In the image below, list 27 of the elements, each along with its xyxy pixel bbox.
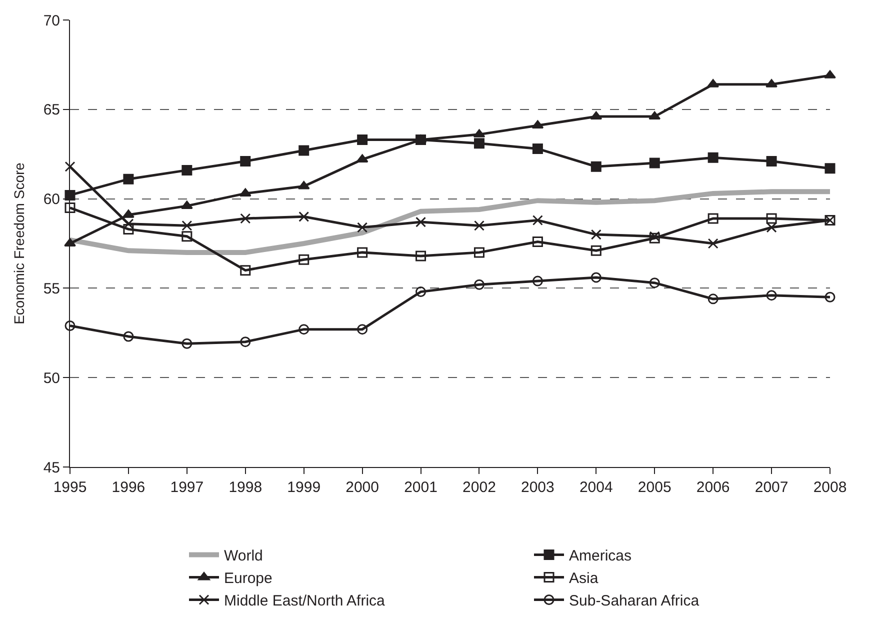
legend-label: Europe [224, 570, 272, 588]
y-tick-label: 50 [43, 370, 60, 387]
x-tick-label: 1999 [287, 479, 321, 496]
x-tick-label: 1995 [53, 479, 87, 496]
x-tick-label: 2005 [638, 479, 672, 496]
x-tick-label: 1996 [112, 479, 146, 496]
x-tick-label: 2001 [404, 479, 438, 496]
x-tick-label: 2008 [813, 479, 847, 496]
x-tick-label: 2006 [696, 479, 730, 496]
y-axis-title: Economic Freedom Score [10, 162, 27, 324]
y-tick-label: 60 [43, 191, 60, 208]
y-tick-label: 70 [43, 12, 60, 30]
y-tick-label: 55 [43, 280, 60, 298]
x-tick-label: 2007 [754, 479, 788, 496]
x-tick-label: 2002 [462, 479, 496, 496]
legend-label: Middle East/North Africa [224, 592, 386, 610]
legend-label: Asia [569, 570, 599, 588]
x-tick-label: 1997 [170, 479, 204, 496]
legend-label: Sub-Saharan Africa [569, 592, 700, 610]
x-tick-label: 1998 [228, 479, 262, 496]
x-tick-label: 2000 [346, 479, 379, 496]
legend-label: World [224, 548, 263, 565]
x-tick-label: 2004 [579, 479, 613, 496]
y-tick-label: 45 [43, 459, 60, 476]
x-tick-label: 2003 [521, 479, 554, 496]
legend-label: Americas [569, 548, 632, 565]
y-tick-label: 65 [43, 102, 60, 119]
